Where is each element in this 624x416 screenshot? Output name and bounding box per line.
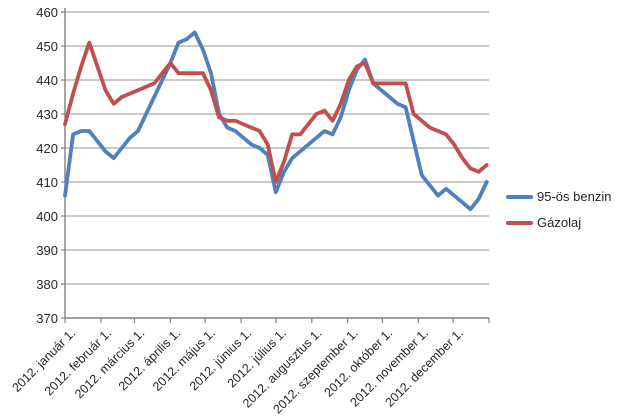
y-axis-tick-label: 390 (36, 242, 58, 258)
legend-label-benzin: 95-ös benzin (537, 189, 612, 204)
y-axis-tick-label: 410 (36, 174, 58, 190)
legend: 95-ös benzin Gázolaj (506, 189, 611, 241)
series-line-benzin (63, 30, 489, 212)
y-axis-tick-label: 430 (36, 106, 58, 122)
y-axis-tick-label: 420 (36, 140, 58, 156)
y-axis-tick-label: 450 (36, 38, 58, 54)
legend-swatch-benzin-icon (506, 194, 533, 199)
y-axis-tick-label: 440 (36, 72, 58, 88)
legend-label-gazolaj: Gázolaj (537, 215, 582, 230)
legend-swatch-gazolaj-icon (506, 220, 533, 225)
y-axis-tick-label: 370 (36, 310, 58, 326)
y-axis-tick-label: 460 (36, 4, 58, 20)
y-axis-tick-label: 400 (36, 208, 58, 224)
legend-item-benzin: 95-ös benzin (506, 189, 611, 204)
series-line-gazolaj (63, 40, 489, 184)
legend-item-gazolaj: Gázolaj (506, 215, 611, 230)
y-axis-tick-label: 380 (36, 276, 58, 292)
